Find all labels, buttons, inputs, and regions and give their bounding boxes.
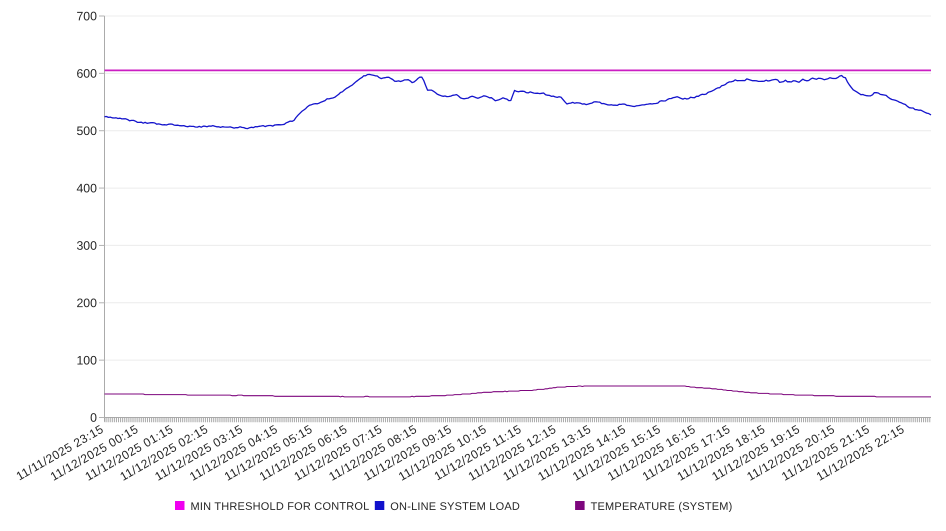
svg-text:ON-LINE SYSTEM LOAD: ON-LINE SYSTEM LOAD — [390, 501, 520, 513]
svg-text:500: 500 — [76, 124, 97, 138]
svg-text:0: 0 — [90, 411, 97, 425]
svg-text:600: 600 — [76, 67, 97, 81]
svg-text:300: 300 — [76, 239, 97, 253]
svg-text:100: 100 — [76, 353, 97, 367]
svg-text:MIN THRESHOLD FOR CONTROL: MIN THRESHOLD FOR CONTROL — [190, 501, 369, 513]
svg-text:TEMPERATURE (SYSTEM): TEMPERATURE (SYSTEM) — [591, 501, 733, 513]
svg-text:200: 200 — [76, 296, 97, 310]
svg-text:400: 400 — [76, 181, 97, 195]
svg-text:700: 700 — [76, 9, 97, 23]
